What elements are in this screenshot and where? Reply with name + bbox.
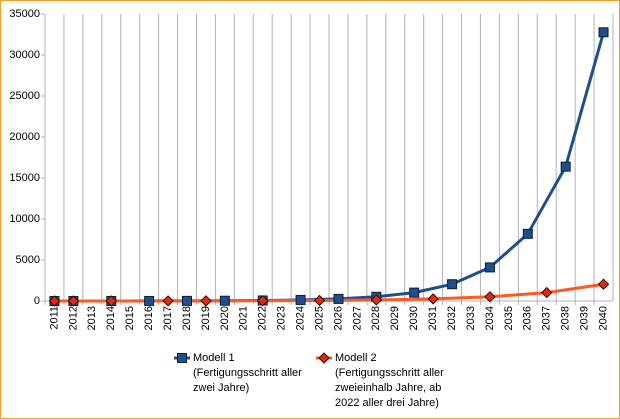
x-tick-label: 2025 — [313, 306, 325, 330]
x-tick-label: 2022 — [257, 306, 269, 330]
marker — [144, 295, 155, 306]
legend-label: Modell 1 — [193, 352, 235, 364]
x-tick-label: 2034 — [484, 306, 496, 330]
legend-label: Modell 2 — [335, 352, 377, 364]
x-tick-label: 2037 — [541, 306, 553, 330]
legend-marker — [318, 352, 330, 364]
x-tick-label: 2038 — [560, 306, 572, 330]
marker — [257, 295, 269, 307]
x-tick-label: 2035 — [503, 306, 515, 330]
marker — [447, 279, 458, 290]
x-tick-label: 2040 — [597, 306, 609, 330]
marker — [200, 295, 212, 307]
x-tick-label: 2020 — [219, 306, 231, 330]
marker — [484, 262, 495, 273]
legend-description: 2022 aller drei Jahre) — [335, 397, 439, 409]
marker — [333, 293, 344, 304]
marker — [162, 295, 174, 307]
marker — [484, 291, 496, 303]
marker — [295, 294, 306, 305]
x-tick-label: 2030 — [408, 306, 420, 330]
x-tick-label: 2018 — [181, 306, 193, 330]
marker — [105, 295, 117, 307]
marker — [182, 295, 192, 306]
y-tick-label: 25000 — [9, 90, 40, 102]
x-tick-label: 2017 — [162, 306, 174, 330]
x-tick-label: 2033 — [465, 306, 477, 330]
marker — [313, 294, 326, 307]
x-tick-label: 2019 — [200, 306, 212, 330]
marker — [541, 286, 553, 299]
y-tick-label: 5000 — [16, 254, 40, 266]
x-tick-label: 2039 — [579, 306, 591, 330]
x-tick-label: 2027 — [351, 306, 363, 330]
x-tick-label: 2015 — [124, 306, 136, 330]
x-tick-label: 2023 — [276, 306, 288, 330]
x-tick-label: 2031 — [427, 306, 439, 330]
x-tick-label: 2024 — [295, 306, 307, 330]
x-tick-label: 2014 — [105, 306, 117, 330]
legend-description: (Fertigungsschritt aller — [193, 367, 302, 379]
marker — [219, 295, 230, 306]
marker — [67, 295, 80, 307]
marker — [560, 161, 571, 172]
x-tick-label: 2013 — [86, 306, 98, 330]
x-tick-label: 2028 — [370, 306, 382, 330]
legend-description: zweieinhalb Jahre, ab — [335, 382, 441, 394]
x-tick-label: 2036 — [522, 306, 534, 330]
legend-marker — [177, 353, 187, 363]
marker — [409, 287, 420, 298]
x-tick-label: 2016 — [143, 306, 155, 330]
marker — [427, 293, 439, 305]
x-tick-label: 2021 — [238, 306, 250, 330]
y-tick-label: 15000 — [9, 172, 40, 184]
x-tick-label: 2032 — [446, 306, 458, 330]
x-tick-label: 2026 — [332, 306, 344, 330]
x-tick-label: 2029 — [389, 306, 401, 330]
x-tick-label: 2012 — [67, 306, 79, 330]
series-line — [54, 282, 604, 303]
y-tick-label: 0 — [34, 295, 40, 307]
y-tick-label: 20000 — [9, 131, 40, 143]
y-tick-label: 35000 — [9, 8, 40, 20]
legend-description: zwei Jahre) — [193, 382, 249, 394]
marker — [522, 228, 533, 239]
marker — [370, 294, 383, 306]
x-tick-label: 2011 — [48, 306, 60, 330]
marker — [48, 295, 61, 307]
legend-description: (Fertigungsschritt aller — [335, 367, 444, 379]
y-tick-label: 10000 — [9, 213, 40, 225]
marker — [597, 278, 610, 290]
y-tick-label: 30000 — [9, 49, 40, 61]
marker — [598, 27, 609, 38]
